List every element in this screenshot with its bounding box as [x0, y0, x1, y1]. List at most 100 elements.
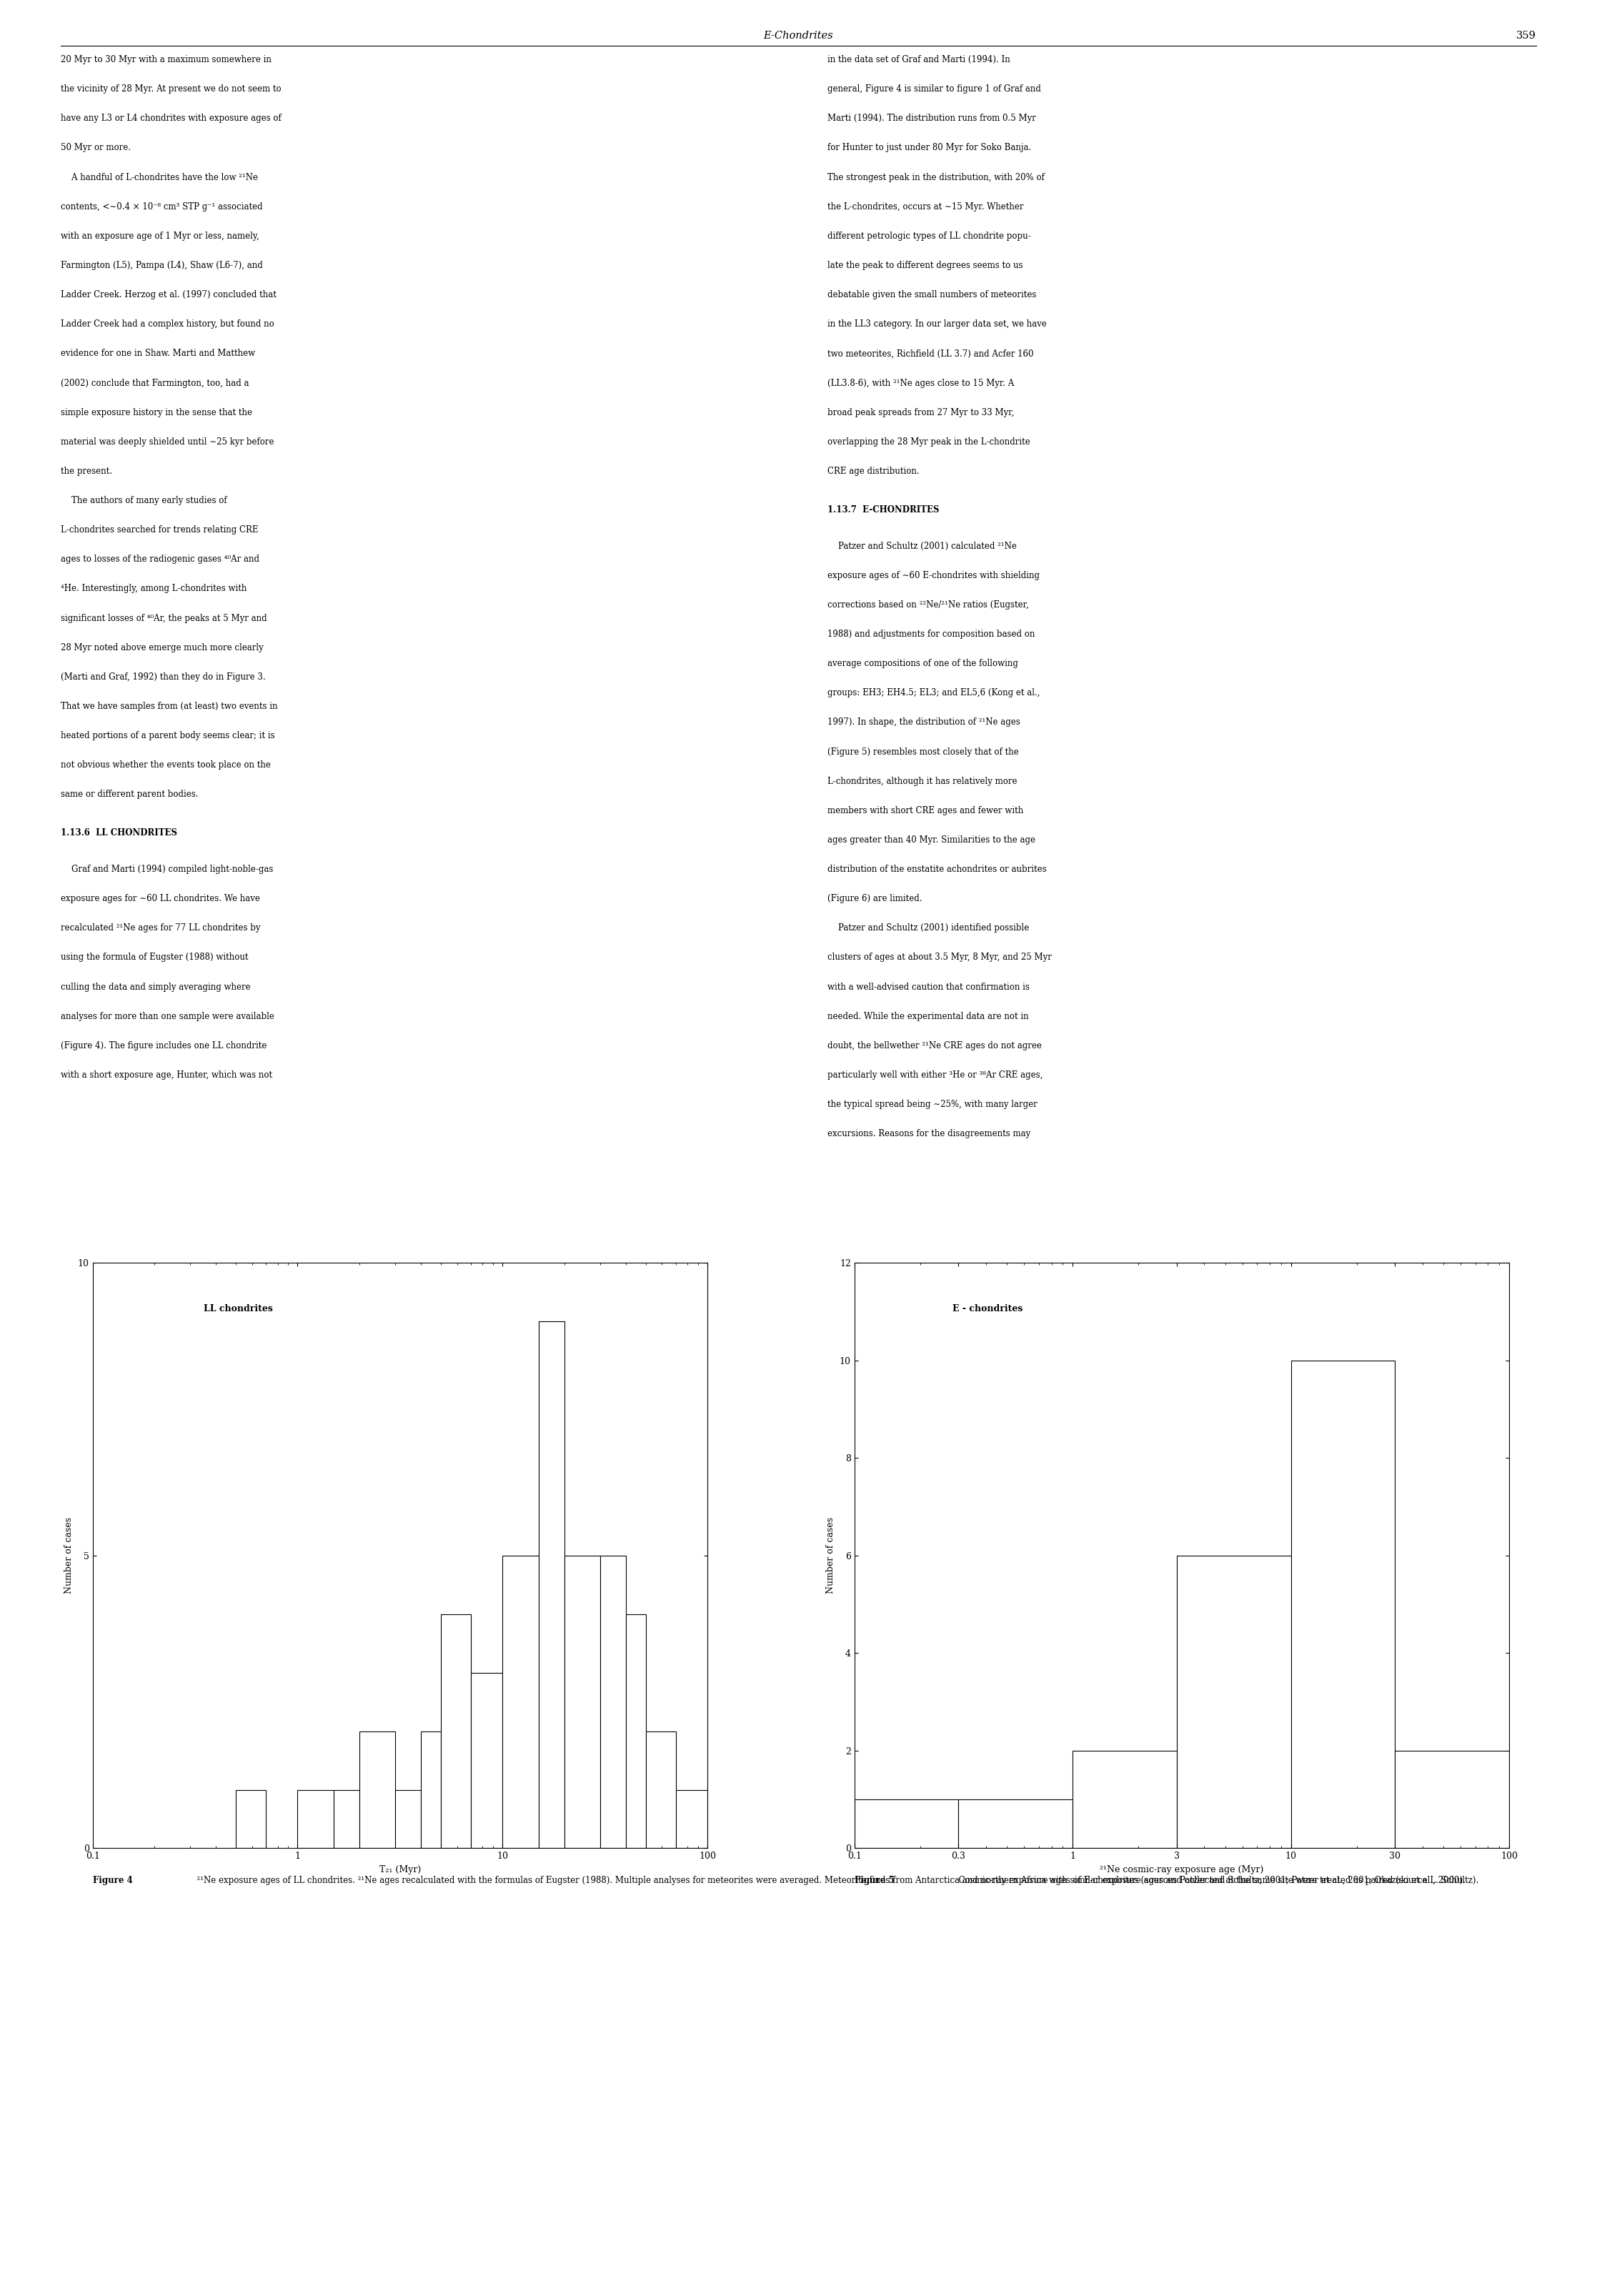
- Text: 1997). In shape, the distribution of ²¹Ne ages: 1997). In shape, the distribution of ²¹N…: [827, 719, 1020, 728]
- Text: That we have samples from (at least) two events in: That we have samples from (at least) two…: [61, 703, 278, 712]
- Text: Figure 4: Figure 4: [93, 1876, 133, 1885]
- Text: in the LL3 category. In our larger data set, we have: in the LL3 category. In our larger data …: [827, 319, 1046, 328]
- Text: 1988) and adjustments for composition based on: 1988) and adjustments for composition ba…: [827, 629, 1035, 638]
- Y-axis label: Number of cases: Number of cases: [826, 1518, 835, 1593]
- Bar: [471, 1671, 503, 1848]
- Text: The strongest peak in the distribution, with 20% of: The strongest peak in the distribution, …: [827, 172, 1044, 181]
- Text: two meteorites, Richfield (LL 3.7) and Acfer 160: two meteorites, Richfield (LL 3.7) and A…: [827, 349, 1033, 358]
- Text: recalculated ²¹Ne ages for 77 LL chondrites by: recalculated ²¹Ne ages for 77 LL chondri…: [61, 923, 260, 932]
- Bar: [854, 1800, 958, 1848]
- Bar: [359, 1731, 396, 1848]
- Bar: [538, 1322, 564, 1848]
- Text: ²¹Ne exposure ages of LL chondrites. ²¹Ne ages recalculated with the formulas of: ²¹Ne exposure ages of LL chondrites. ²¹N…: [192, 1876, 1479, 1885]
- Bar: [645, 1731, 676, 1848]
- Y-axis label: Number of cases: Number of cases: [64, 1518, 73, 1593]
- Text: groups: EH3; EH4.5; EL3; and EL5,6 (Kong et al.,: groups: EH3; EH4.5; EL3; and EL5,6 (Kong…: [827, 689, 1040, 698]
- Text: overlapping the 28 Myr peak in the L-chondrite: overlapping the 28 Myr peak in the L-cho…: [827, 436, 1030, 445]
- Text: the L-chondrites, occurs at ∼15 Myr. Whether: the L-chondrites, occurs at ∼15 Myr. Whe…: [827, 202, 1024, 211]
- Text: 20 Myr to 30 Myr with a maximum somewhere in: 20 Myr to 30 Myr with a maximum somewher…: [61, 55, 271, 64]
- Text: Ladder Creek. Herzog et al. (1997) concluded that: Ladder Creek. Herzog et al. (1997) concl…: [61, 289, 276, 298]
- Text: exposure ages of ∼60 E-chondrites with shielding: exposure ages of ∼60 E-chondrites with s…: [827, 572, 1040, 581]
- Text: general, Figure 4 is similar to figure 1 of Graf and: general, Figure 4 is similar to figure 1…: [827, 85, 1041, 94]
- Bar: [1177, 1557, 1290, 1848]
- Text: E - chondrites: E - chondrites: [953, 1304, 1024, 1313]
- Text: members with short CRE ages and fewer with: members with short CRE ages and fewer wi…: [827, 806, 1024, 815]
- Text: different petrologic types of LL chondrite popu-: different petrologic types of LL chondri…: [827, 232, 1030, 241]
- Text: A handful of L-chondrites have the low ²¹Ne: A handful of L-chondrites have the low ²…: [61, 172, 257, 181]
- Text: the typical spread being ∼25%, with many larger: the typical spread being ∼25%, with many…: [827, 1100, 1036, 1109]
- Bar: [236, 1791, 265, 1848]
- Text: with a well-advised caution that confirmation is: with a well-advised caution that confirm…: [827, 983, 1030, 992]
- Text: Patzer and Schultz (2001) calculated ²¹Ne: Patzer and Schultz (2001) calculated ²¹N…: [827, 542, 1017, 551]
- Text: Patzer and Schultz (2001) identified possible: Patzer and Schultz (2001) identified pos…: [827, 923, 1028, 932]
- Text: 1.13.7  E-CHONDRITES: 1.13.7 E-CHONDRITES: [827, 505, 939, 514]
- Text: doubt, the bellwether ²¹Ne CRE ages do not agree: doubt, the bellwether ²¹Ne CRE ages do n…: [827, 1040, 1041, 1049]
- Text: heated portions of a parent body seems clear; it is: heated portions of a parent body seems c…: [61, 730, 275, 739]
- Text: culling the data and simply averaging where: culling the data and simply averaging wh…: [61, 983, 251, 992]
- Text: corrections based on ²²Ne/²¹Ne ratios (Eugster,: corrections based on ²²Ne/²¹Ne ratios (E…: [827, 599, 1028, 608]
- Bar: [1073, 1750, 1177, 1848]
- Text: ages to losses of the radiogenic gases ⁴⁰Ar and: ages to losses of the radiogenic gases ⁴…: [61, 556, 259, 565]
- Text: exposure ages for ∼60 LL chondrites. We have: exposure ages for ∼60 LL chondrites. We …: [61, 893, 260, 902]
- Text: L-chondrites searched for trends relating CRE: L-chondrites searched for trends relatin…: [61, 526, 259, 535]
- Text: (Figure 5) resembles most closely that of the: (Figure 5) resembles most closely that o…: [827, 746, 1019, 755]
- Text: the present.: the present.: [61, 466, 112, 475]
- Text: 28 Myr noted above emerge much more clearly: 28 Myr noted above emerge much more clea…: [61, 643, 264, 652]
- Text: in the data set of Graf and Marti (1994). In: in the data set of Graf and Marti (1994)…: [827, 55, 1009, 64]
- Text: ⁴He. Interestingly, among L-chondrites with: ⁴He. Interestingly, among L-chondrites w…: [61, 583, 246, 592]
- Bar: [1290, 1359, 1396, 1848]
- Text: evidence for one in Shaw. Marti and Matthew: evidence for one in Shaw. Marti and Matt…: [61, 349, 256, 358]
- Bar: [626, 1614, 645, 1848]
- Text: 359: 359: [1517, 30, 1536, 41]
- Bar: [422, 1731, 441, 1848]
- Text: average compositions of one of the following: average compositions of one of the follo…: [827, 659, 1017, 668]
- Bar: [297, 1791, 334, 1848]
- Text: for Hunter to just under 80 Myr for Soko Banja.: for Hunter to just under 80 Myr for Soko…: [827, 142, 1032, 152]
- Text: Farmington (L5), Pampa (L4), Shaw (L6-7), and: Farmington (L5), Pampa (L4), Shaw (L6-7)…: [61, 262, 264, 271]
- Text: needed. While the experimental data are not in: needed. While the experimental data are …: [827, 1013, 1028, 1022]
- Text: 50 Myr or more.: 50 Myr or more.: [61, 142, 131, 152]
- Text: clusters of ages at about 3.5 Myr, 8 Myr, and 25 Myr: clusters of ages at about 3.5 Myr, 8 Myr…: [827, 953, 1051, 962]
- Text: analyses for more than one sample were available: analyses for more than one sample were a…: [61, 1013, 275, 1022]
- Text: (2002) conclude that Farmington, too, had a: (2002) conclude that Farmington, too, ha…: [61, 379, 249, 388]
- Text: Figure 5: Figure 5: [854, 1876, 894, 1885]
- Text: CRE age distribution.: CRE age distribution.: [827, 466, 920, 475]
- Bar: [334, 1791, 359, 1848]
- Text: L-chondrites, although it has relatively more: L-chondrites, although it has relatively…: [827, 776, 1017, 785]
- X-axis label: T₂₁ (Myr): T₂₁ (Myr): [378, 1864, 422, 1874]
- X-axis label: ²¹Ne cosmic-ray exposure age (Myr): ²¹Ne cosmic-ray exposure age (Myr): [1100, 1864, 1263, 1874]
- Text: Cosmic-ray exposure ages of E-chondrites (sources Patzer and Schultz, 2001; Patz: Cosmic-ray exposure ages of E-chondrites…: [953, 1876, 1466, 1885]
- Text: have any L3 or L4 chondrites with exposure ages of: have any L3 or L4 chondrites with exposu…: [61, 115, 281, 124]
- Text: same or different parent bodies.: same or different parent bodies.: [61, 790, 198, 799]
- Text: with a short exposure age, Hunter, which was not: with a short exposure age, Hunter, which…: [61, 1070, 271, 1079]
- Text: contents, <∼0.4 × 10⁻⁸ cm³ STP g⁻¹ associated: contents, <∼0.4 × 10⁻⁸ cm³ STP g⁻¹ assoc…: [61, 202, 262, 211]
- Bar: [958, 1800, 1073, 1848]
- Text: broad peak spreads from 27 Myr to 33 Myr,: broad peak spreads from 27 Myr to 33 Myr…: [827, 409, 1014, 418]
- Text: material was deeply shielded until ∼25 kyr before: material was deeply shielded until ∼25 k…: [61, 436, 275, 445]
- Text: distribution of the enstatite achondrites or aubrites: distribution of the enstatite achondrite…: [827, 866, 1046, 875]
- Bar: [1396, 1750, 1509, 1848]
- Text: (Marti and Graf, 1992) than they do in Figure 3.: (Marti and Graf, 1992) than they do in F…: [61, 673, 265, 682]
- Bar: [564, 1557, 600, 1848]
- Text: late the peak to different degrees seems to us: late the peak to different degrees seems…: [827, 262, 1022, 271]
- Text: Marti (1994). The distribution runs from 0.5 Myr: Marti (1994). The distribution runs from…: [827, 115, 1036, 124]
- Bar: [503, 1557, 538, 1848]
- Text: Graf and Marti (1994) compiled light-noble-gas: Graf and Marti (1994) compiled light-nob…: [61, 866, 273, 875]
- Text: excursions. Reasons for the disagreements may: excursions. Reasons for the disagreement…: [827, 1130, 1030, 1139]
- Text: particularly well with either ³He or ³⁸Ar CRE ages,: particularly well with either ³He or ³⁸A…: [827, 1070, 1043, 1079]
- Text: (Figure 6) are limited.: (Figure 6) are limited.: [827, 893, 921, 902]
- Text: debatable given the small numbers of meteorites: debatable given the small numbers of met…: [827, 289, 1036, 298]
- Text: 1.13.6  LL CHONDRITES: 1.13.6 LL CHONDRITES: [61, 829, 177, 838]
- Text: The authors of many early studies of: The authors of many early studies of: [61, 496, 227, 505]
- Bar: [396, 1791, 422, 1848]
- Bar: [441, 1614, 471, 1848]
- Text: E-Chondrites: E-Chondrites: [763, 30, 834, 41]
- Text: not obvious whether the events took place on the: not obvious whether the events took plac…: [61, 760, 270, 769]
- Text: the vicinity of 28 Myr. At present we do not seem to: the vicinity of 28 Myr. At present we do…: [61, 85, 281, 94]
- Text: (Figure 4). The figure includes one LL chondrite: (Figure 4). The figure includes one LL c…: [61, 1040, 267, 1049]
- Text: ages greater than 40 Myr. Similarities to the age: ages greater than 40 Myr. Similarities t…: [827, 836, 1035, 845]
- Text: LL chondrites: LL chondrites: [203, 1304, 273, 1313]
- Text: with an exposure age of 1 Myr or less, namely,: with an exposure age of 1 Myr or less, n…: [61, 232, 259, 241]
- Text: simple exposure history in the sense that the: simple exposure history in the sense tha…: [61, 409, 252, 418]
- Bar: [676, 1791, 707, 1848]
